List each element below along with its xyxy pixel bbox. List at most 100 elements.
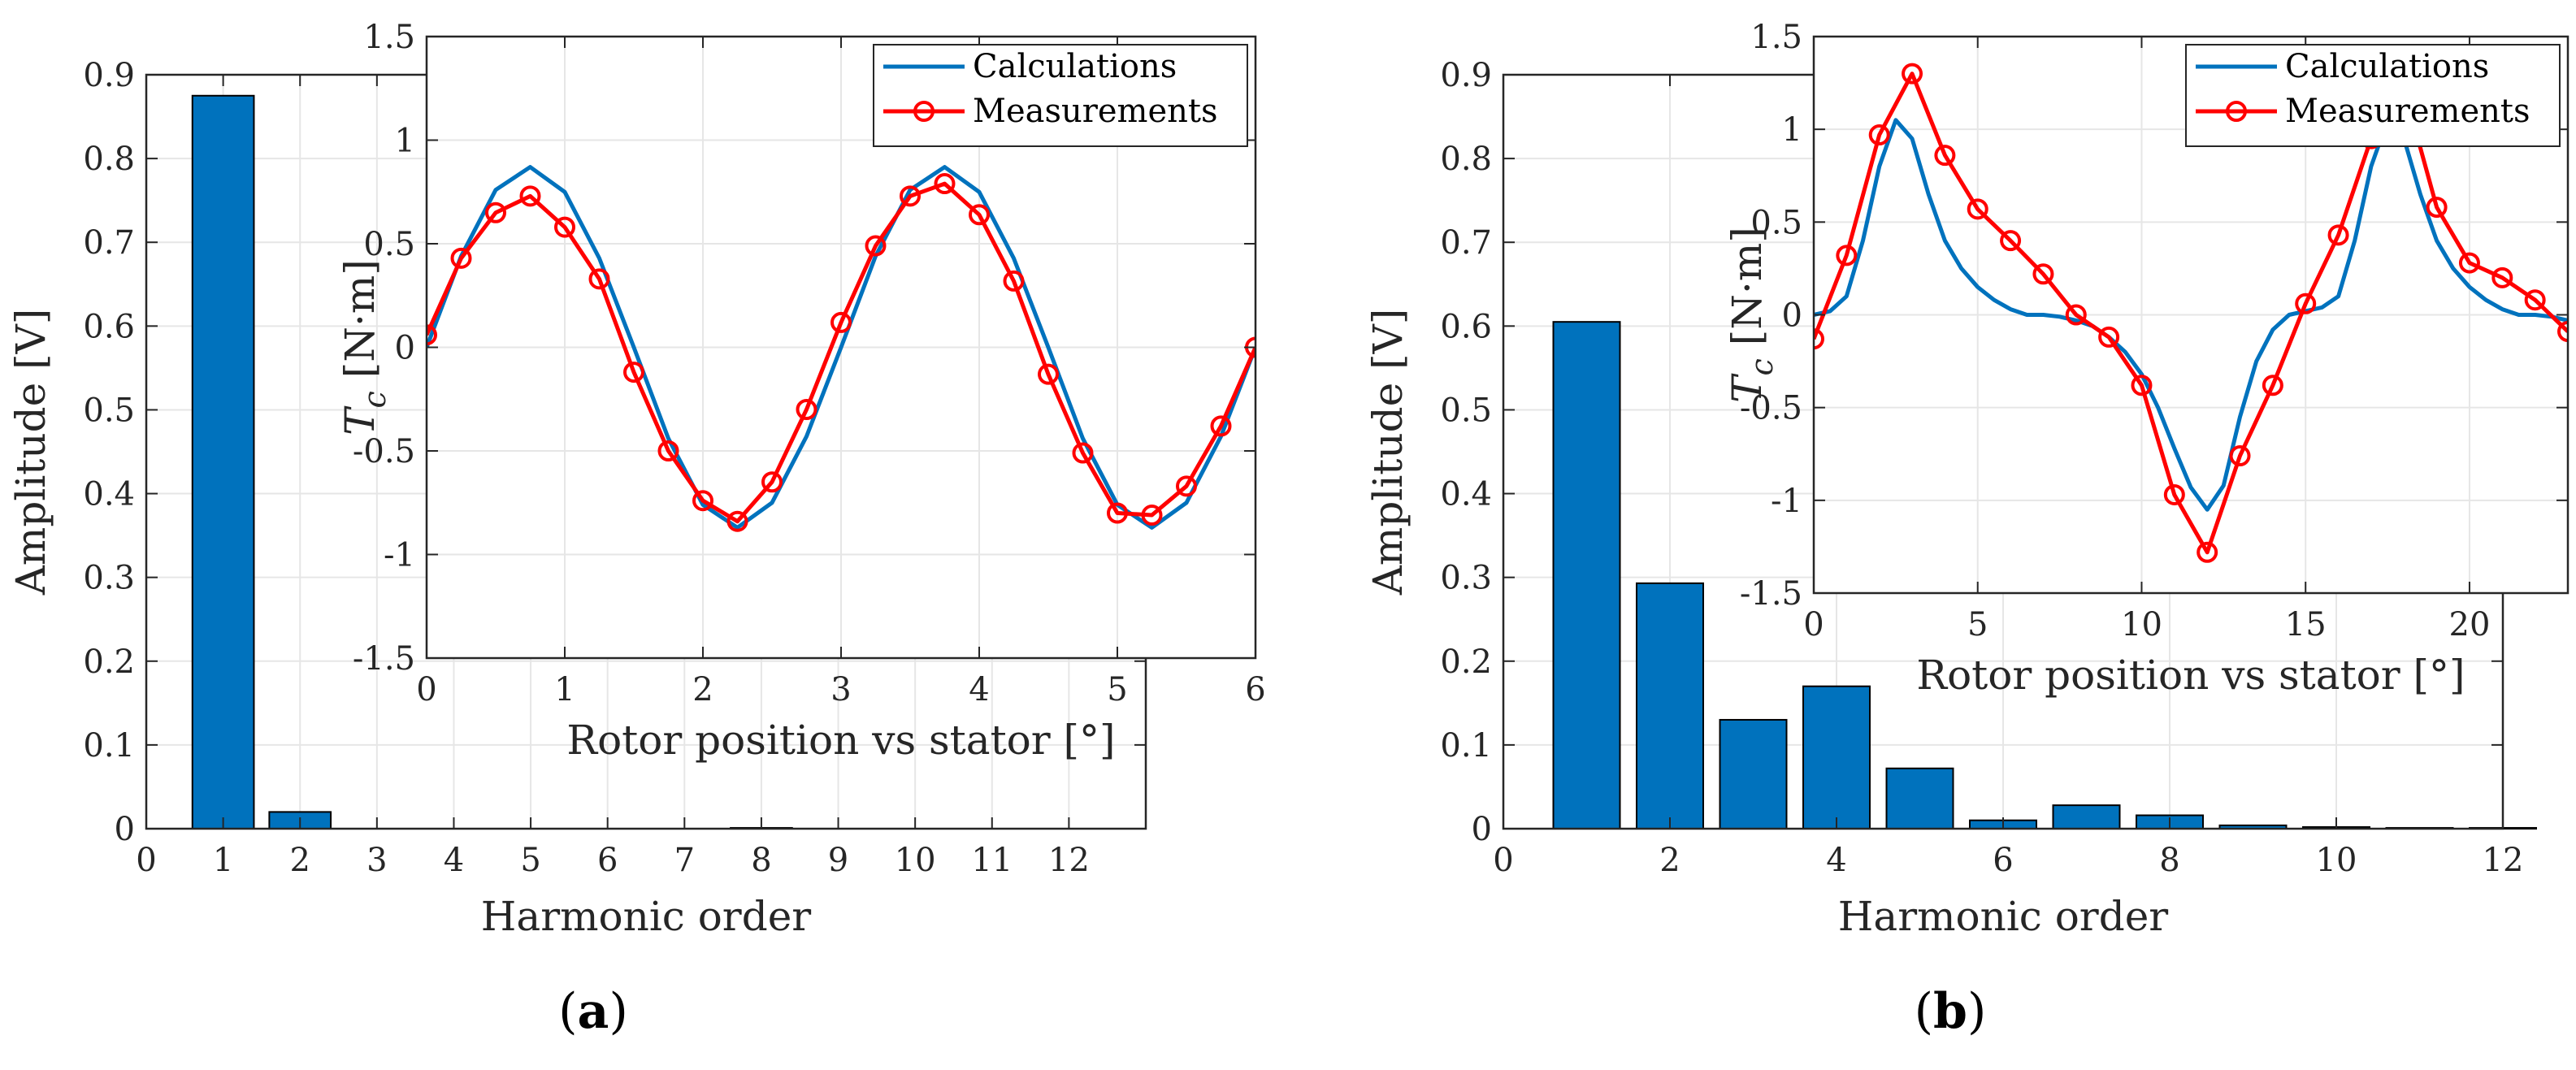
b-inset-measurement-point [1967,198,1988,220]
b-main-xlabel: Harmonic order [1838,893,2169,940]
b-inset-series-measurements [1814,71,2568,555]
a-inset-ytick-label: 0 [395,330,415,367]
a-inset-ylabel: Tc [N·m] [336,259,392,435]
b-inset-measurement-point [2197,541,2218,563]
a-inset-legend-meas-marker [913,101,935,122]
a-inset-measurement-point [657,440,679,461]
b-main-ylabel: Amplitude [V] [1364,309,1412,596]
b-inset-measurement-point [2131,375,2153,396]
a-inset-measurement-point [1107,502,1128,524]
b-inset-measurement-point [1836,245,1858,266]
b-main-ytick-label: 0.5 [1440,392,1492,429]
a-inset-measurement-point [726,510,748,532]
b-inset-measurement-point [1902,63,1923,84]
a-inset-measurement-point [1176,475,1197,497]
b-inset-measurement-point [2426,197,2448,219]
b-main-ytick-label: 0.7 [1440,224,1492,262]
a-inset-measurement-point [519,185,541,207]
a-inset-xtick-label: 6 [1245,671,1265,708]
a-inset-axes: 0 1 2 3 4 5 6 -1.5 -1 -0.5 0 0.5 1 1.5 Rotor position … [336,19,1266,764]
a-inset-xtick-label: 3 [830,671,851,708]
b-main-ytick-label: 0 [1472,811,1492,848]
b-inset-measurement-point [2032,263,2054,285]
a-main-xtick-label: 9 [828,842,848,879]
b-inset-ytick-label: 0 [1782,297,1802,335]
b-inset-measurement-point [1868,124,1890,146]
b-inset-ytick-label: 0.5 [1750,204,1802,241]
a-main-bar-1 [191,94,255,830]
a-main-ytick-label: 0.9 [83,57,135,94]
b-inset-measurement-point [1814,328,1824,350]
b-main-ytick-label: 0.8 [1440,141,1492,178]
a-main-xtick-label: 12 [1048,842,1090,879]
a-inset-legend-calc-label: Calculations [973,48,1177,85]
a-inset-xtick-label: 4 [969,671,989,708]
a-inset-measurement-point [830,311,852,333]
a-main-ytick-label: 0.5 [83,392,135,429]
b-inset-ytick-label: -0.5 [1740,390,1802,427]
a-main-xtick-label: 5 [520,842,540,879]
b-inset-measurement-point [2098,326,2120,348]
a-main-xtick-label: 4 [444,842,464,879]
b-inset-legend-box [2185,44,2561,147]
b-inset-plot [1814,63,2568,563]
a-inset-measurement-point [1141,505,1163,526]
a-main-xtick-label: 1 [213,842,233,879]
a-main-ytick-label: 0.8 [83,141,135,178]
a-main-ytick-label: 0.4 [83,476,135,513]
b-main-bar-5 [1885,767,1954,830]
b-inset-ylabel-sub: c [1744,358,1780,375]
a-main-ytick-label: 0.2 [83,643,135,681]
a-inset-ytick-label: 1.5 [363,19,415,56]
b-main-ytick-label: 0.1 [1440,727,1492,765]
a-main-xtick-label: 2 [290,842,310,879]
a-main-ytick-label: 0.1 [83,727,135,765]
b-inset-legend: Calculations Measurements [2185,44,2561,147]
b-main-bar-7 [2052,804,2121,830]
b-inset-ytick-label: -1.5 [1740,575,1802,613]
b-inset-ytick-label: 1.5 [1750,19,1802,56]
b-main-ytick-label: 0.6 [1440,308,1492,345]
a-inset-measurement-point [865,235,887,257]
a-inset-ylabel-sub: c [357,391,392,408]
b-inset-measurement-point [2262,375,2283,396]
a-main-ytick-label: 0.6 [83,308,135,345]
caption-close: ) [1967,983,1986,1040]
b-main-bar-3 [1719,718,1788,830]
b-inset-xtick-label: 10 [2121,606,2162,643]
a-inset-measurement-point [692,490,713,512]
a-inset-measurement-point [485,201,506,223]
a-inset-series-measurements [427,181,1255,524]
a-main-ytick-label: 0.7 [83,224,135,262]
b-inset-xtick-label: 15 [2285,606,2327,643]
caption-open: ( [1915,983,1933,1040]
a-inset-measurement-point [450,247,472,269]
b-main-xtick-label: 4 [1826,842,1846,879]
a-inset-measurement-point [623,362,644,383]
a-inset-legend-meas-label: Measurements [973,93,1218,130]
b-main-ytick-label: 0.9 [1440,57,1492,94]
a-inset-ylabel-unit: [N·m] [336,259,384,391]
a-main-ylabel: Amplitude [V] [7,309,54,596]
caption-b: (b) [1915,983,1987,1040]
a-inset-xtick-label: 2 [692,671,713,708]
b-main-ytick-label: 0.2 [1440,643,1492,681]
b-inset-measurement-point [2000,230,2022,252]
b-main-xtick-label: 10 [2316,842,2357,879]
a-main-xtick-label: 8 [751,842,771,879]
b-inset-legend-meas-marker [2226,101,2247,122]
a-main-ytick-label: 0 [115,811,135,848]
b-inset-measurement-point [2065,304,2087,326]
a-inset-ytick-label: -1.5 [353,640,415,678]
caption-open: ( [558,983,577,1040]
caption-close: ) [609,983,627,1040]
b-main-xtick-label: 8 [2159,842,2179,879]
b-main-ytick-label: 0.3 [1440,560,1492,597]
caption-letter: a [578,983,609,1040]
a-main-xtick-label: 10 [895,842,936,879]
a-inset-xtick-label: 1 [554,671,575,708]
a-inset-ylabel-symbol: T [336,405,384,435]
b-inset-measurement-point [2458,252,2480,274]
a-inset-ytick-label: -0.5 [353,433,415,470]
